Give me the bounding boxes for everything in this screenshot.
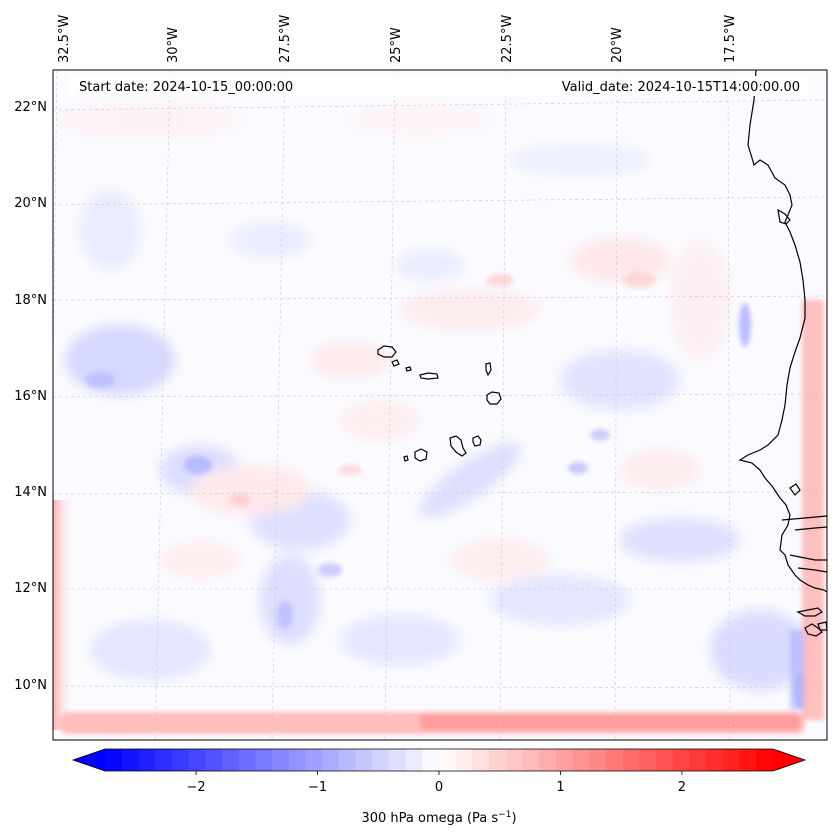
colorbar-outline (71, 748, 807, 772)
lon-label: 25°W (389, 27, 404, 63)
colorbar-ticks: −2 −1 0 1 2 (187, 771, 686, 795)
lon-label: 22.5°W (500, 15, 515, 63)
colorbar-label: 300 hPa omega (Pa s−1) (361, 810, 516, 826)
colorbar-cell (555, 749, 574, 771)
colorbar-cell (355, 749, 373, 771)
map-panel: Start date: 2024-10-15_00:00:00 Valid_da… (52, 69, 828, 741)
lon-label: 20°W (610, 27, 625, 63)
map-frame (52, 69, 828, 741)
colorbar-cell (656, 749, 674, 771)
colorbar-cell (689, 749, 707, 771)
cape-verde-islands (377, 345, 502, 462)
colorbar-cell (756, 749, 774, 771)
colorbar-cell (622, 749, 640, 771)
colorbar-tick-label: 2 (678, 780, 686, 795)
colorbar-tick-label: −1 (308, 780, 327, 795)
colorbar-cell (255, 749, 273, 771)
colorbar-cell (472, 749, 490, 771)
colorbar-cell (422, 749, 440, 771)
lat-label: 10°N (14, 678, 47, 693)
colorbar-cell (155, 749, 173, 771)
colorbar-cell (505, 749, 524, 771)
colorbar-cell (322, 749, 340, 771)
lat-label: 20°N (14, 196, 47, 211)
lon-label: 17.5°W (723, 15, 738, 63)
colorbar-tick-label: 1 (556, 780, 564, 795)
coastlines (377, 70, 827, 637)
colorbar-cell (522, 749, 540, 771)
colorbar-cell (105, 749, 123, 771)
colorbar-cell (722, 749, 741, 771)
colorbar-cell (539, 749, 557, 771)
colorbar-cells (105, 749, 774, 771)
colorbar-cell (672, 749, 691, 771)
colorbar-cell (405, 749, 423, 771)
colorbar-cell (606, 749, 624, 771)
longitude-labels: 32.5°W 30°W 27.5°W 25°W 22.5°W 20°W 17.5… (57, 15, 738, 63)
omega-field (53, 102, 824, 734)
colorbar-cell (272, 749, 290, 771)
colorbar-cell (171, 749, 190, 771)
colorbar-cell (188, 749, 206, 771)
colorbar-min-extend (73, 749, 105, 771)
colorbar-cell (238, 749, 256, 771)
lon-label: 30°W (166, 27, 181, 63)
start-date-label: Start date: 2024-10-15_00:00:00 (79, 80, 293, 95)
colorbar-max-extend (773, 749, 805, 771)
colorbar-cell (221, 749, 240, 771)
colorbar-cell (288, 749, 306, 771)
lon-label: 27.5°W (278, 15, 293, 63)
colorbar-cell (739, 749, 757, 771)
lat-label: 22°N (14, 100, 47, 115)
eastern-boundary-band (802, 300, 824, 720)
colorbar: −2 −1 0 1 2 300 hPa omega (Pa s−1) (71, 748, 807, 826)
colorbar-tick-label: −2 (187, 780, 206, 795)
colorbar-cell (439, 749, 457, 771)
colorbar-cell (305, 749, 323, 771)
valid-date-label: Valid_date: 2024-10-15T14:00:00.00 (562, 80, 800, 95)
western-boundary-band (53, 500, 75, 730)
lat-label: 18°N (14, 293, 47, 308)
graticule (53, 70, 827, 740)
colorbar-cell (388, 749, 407, 771)
header-box (68, 76, 808, 96)
colorbar-cell (138, 749, 156, 771)
colorbar-cell (489, 749, 507, 771)
west-africa-coastline (738, 70, 827, 593)
colorbar-cell (706, 749, 724, 771)
colorbar-cell (589, 749, 607, 771)
colorbar-cell (338, 749, 357, 771)
lat-label: 16°N (14, 389, 47, 404)
lon-label: 32.5°W (57, 15, 72, 63)
colorbar-cell (205, 749, 223, 771)
colorbar-tick-label: 0 (435, 780, 443, 795)
lat-label: 14°N (14, 485, 47, 500)
colorbar-cell (372, 749, 390, 771)
colorbar-cell (121, 749, 139, 771)
colorbar-cell (572, 749, 590, 771)
colorbar-cell (639, 749, 657, 771)
colorbar-cell (455, 749, 473, 771)
latitude-labels: 22°N 20°N 18°N 16°N 14°N 12°N 10°N (14, 100, 47, 693)
lat-label: 12°N (14, 581, 47, 596)
